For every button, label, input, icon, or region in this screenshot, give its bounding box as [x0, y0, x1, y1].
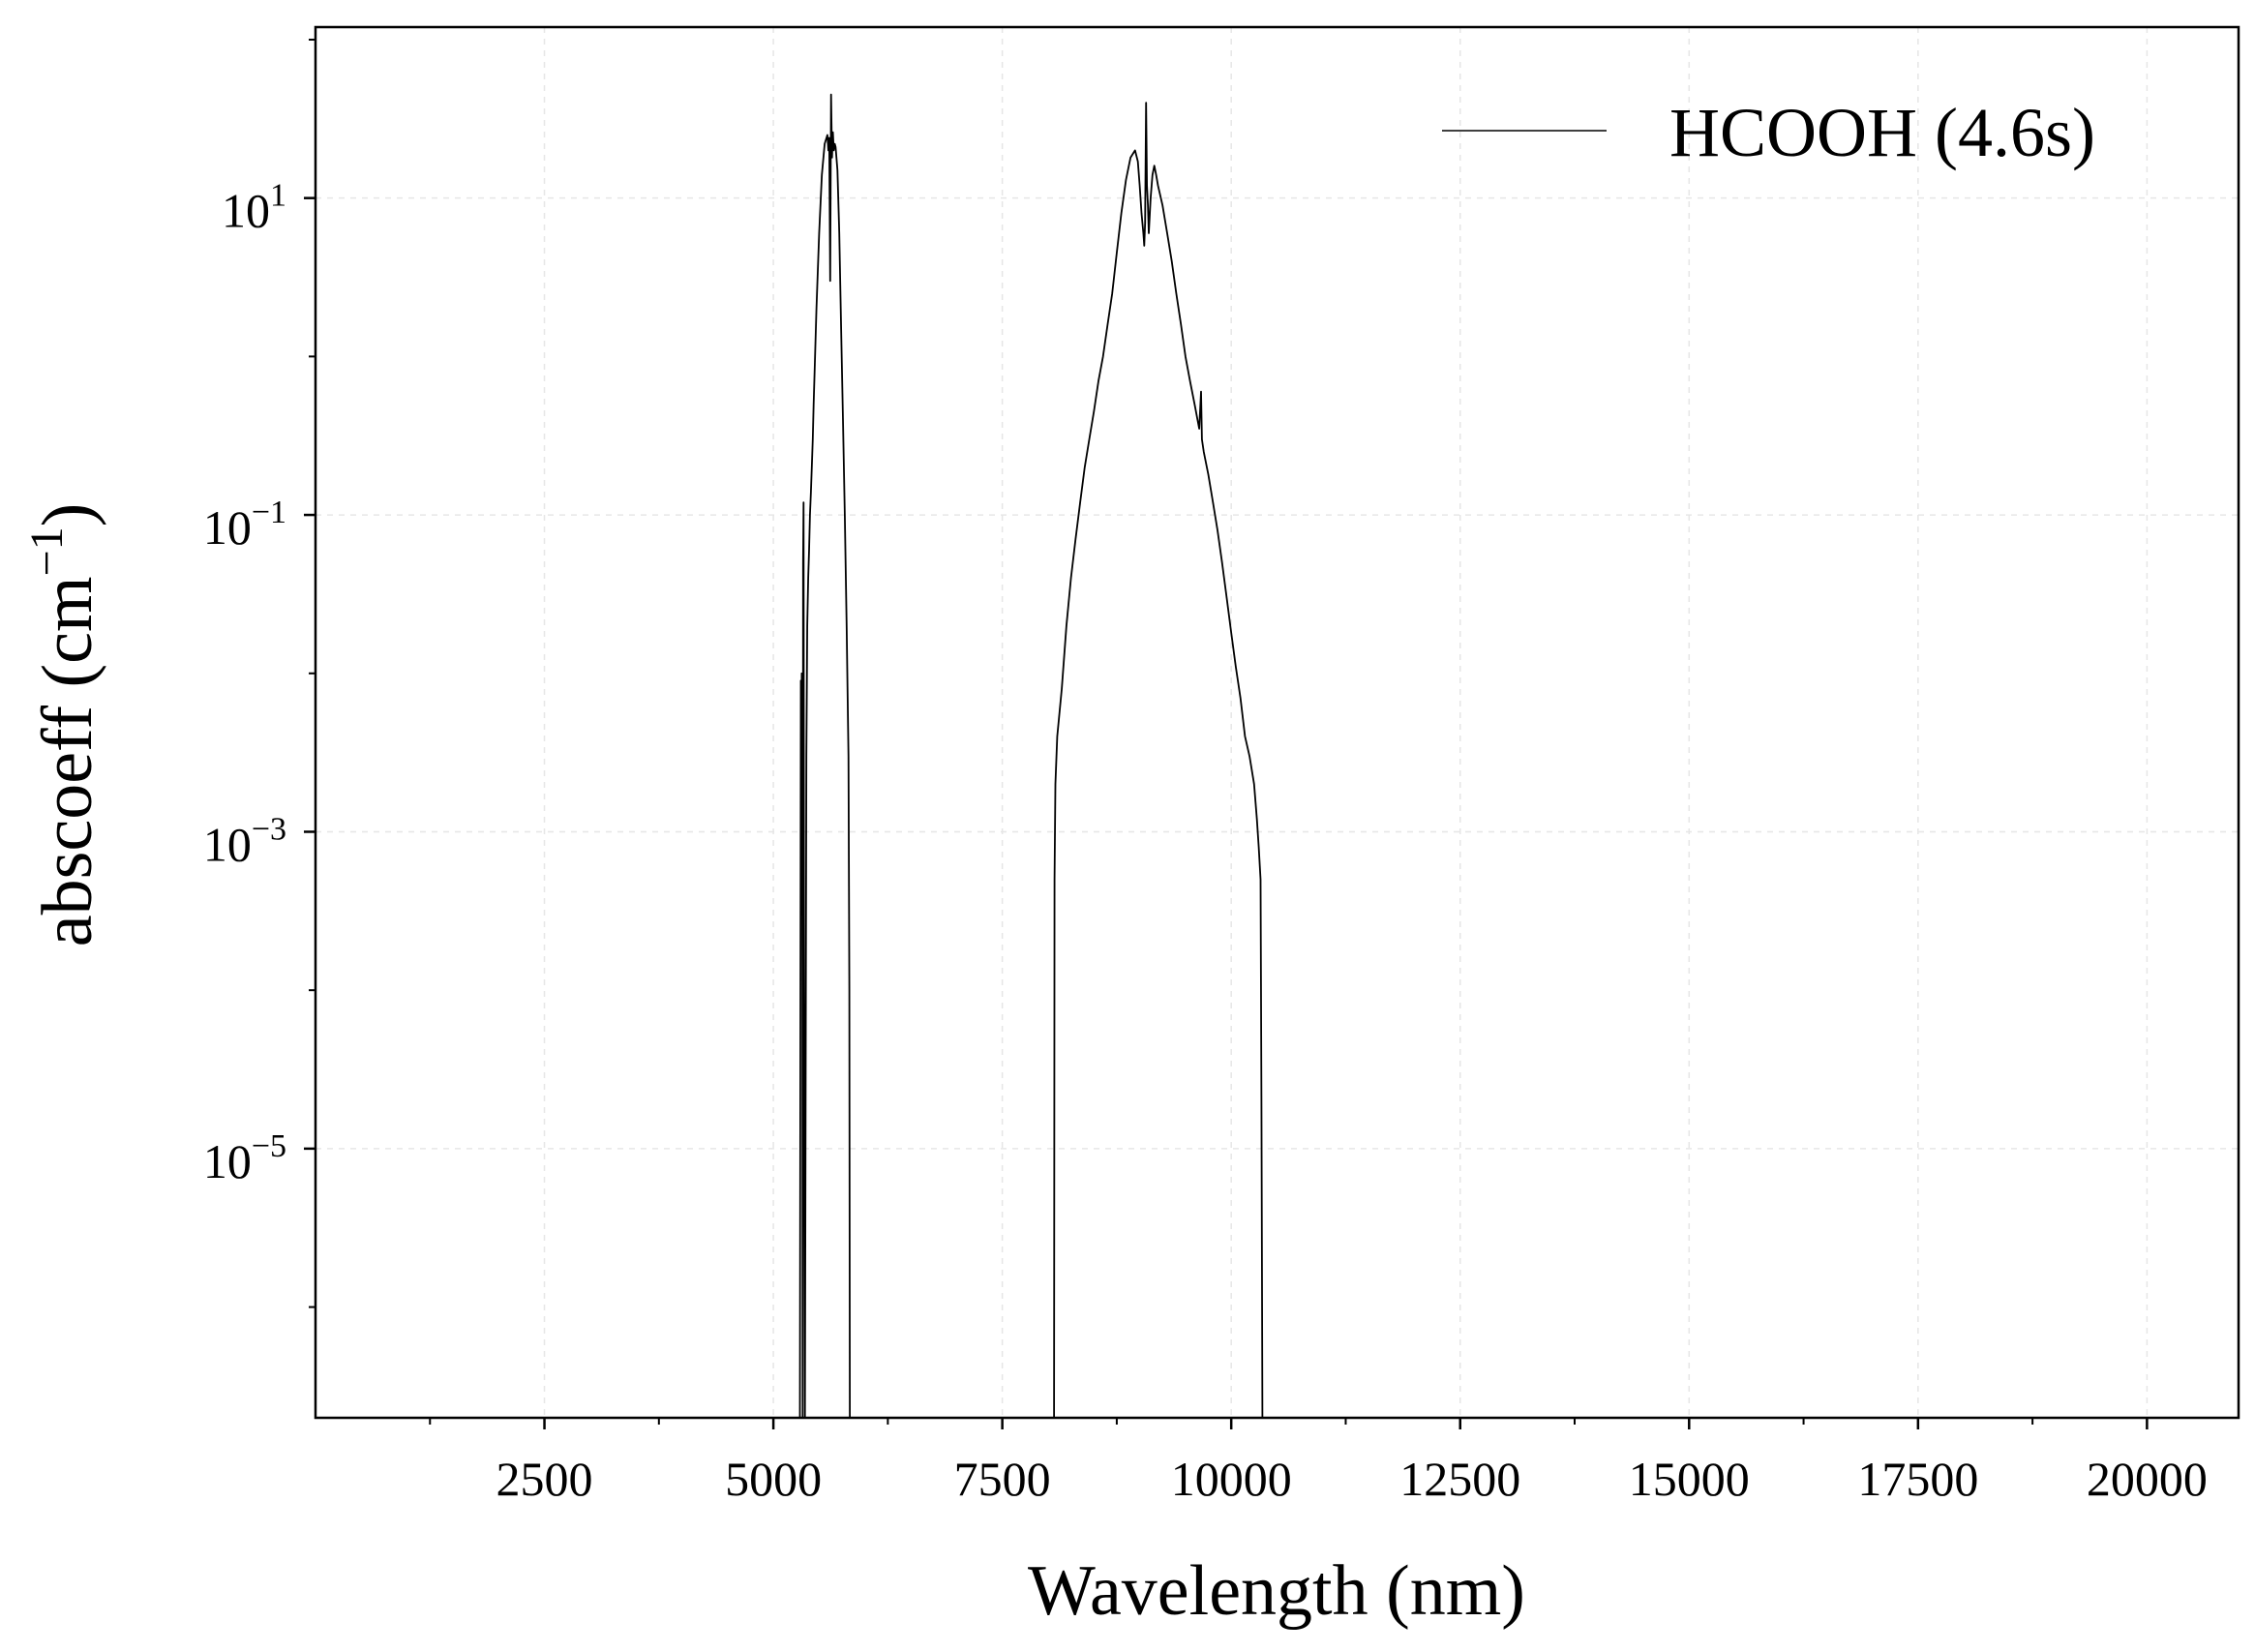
series-layer — [798, 93, 1264, 1419]
y-tick-label: 10−5 — [203, 1128, 286, 1188]
y-tick-exponent: −5 — [252, 1128, 286, 1164]
y-axis-title: abscoeff (cm−1) — [21, 503, 107, 947]
y-tick-base: 10 — [203, 500, 252, 555]
x-tick-label: 10000 — [1171, 1452, 1292, 1506]
tick-marks — [304, 38, 2149, 1429]
y-tick-exponent: 1 — [270, 178, 286, 214]
y-tick-base: 10 — [203, 817, 252, 871]
series-line-0 — [798, 93, 1264, 1419]
x-tick-label: 17500 — [1857, 1452, 1978, 1506]
x-axis-title: Wavelength (nm) — [1028, 1551, 1525, 1631]
x-tick-label: 12500 — [1399, 1452, 1520, 1506]
x-tick-label: 5000 — [725, 1452, 822, 1506]
y-tick-base: 10 — [222, 184, 270, 238]
plot-frame — [314, 25, 2240, 1420]
axes — [314, 25, 2240, 1420]
y-tick-label: 10−1 — [203, 495, 286, 555]
legend-label: HCOOH (4.6s) — [1669, 94, 2095, 171]
y-axis-title-main: abscoeff (cm — [28, 576, 107, 946]
x-tick-labels: 2500 5000 7500 10000 12500 15000 17500 20000 — [496, 1452, 2208, 1506]
y-axis-title-close: ) — [28, 503, 107, 527]
x-tick-label: 2500 — [496, 1452, 593, 1506]
x-tick-label: 7500 — [954, 1452, 1051, 1506]
x-tick-label: 20000 — [2087, 1452, 2208, 1506]
x-tick-label: 15000 — [1629, 1452, 1750, 1506]
y-tick-label: 101 — [222, 178, 286, 238]
y-tick-exponent: −3 — [252, 811, 286, 847]
legend: HCOOH (4.6s) — [1442, 94, 2095, 171]
y-tick-base: 10 — [203, 1134, 252, 1188]
y-tick-label: 10−3 — [203, 811, 286, 871]
y-axis-title-exponent: −1 — [21, 526, 73, 576]
y-tick-exponent: −1 — [252, 495, 286, 530]
